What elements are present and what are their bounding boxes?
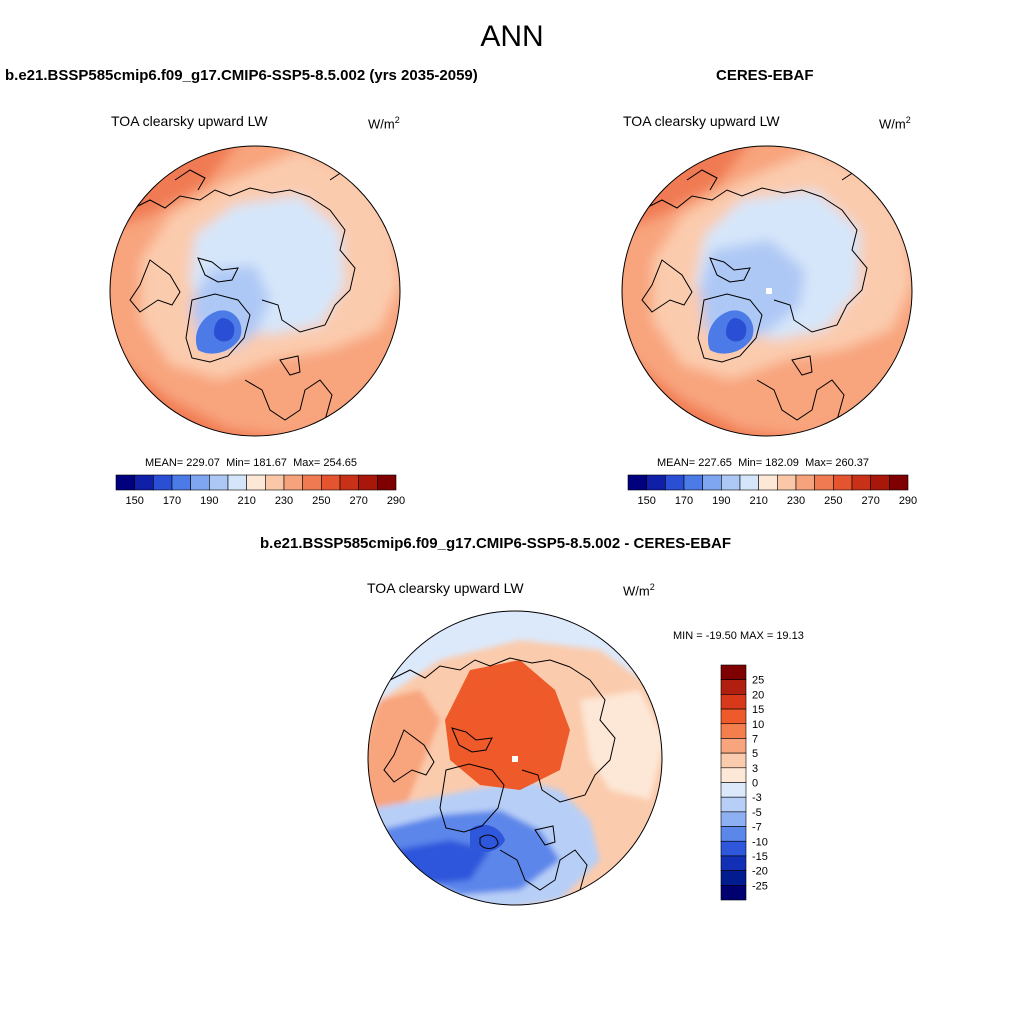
cbar1-tick-label: 210 <box>237 495 255 507</box>
cbar2-swatch <box>627 474 647 491</box>
colorbar-difference: 25 20 15 10 7 5 3 0 -3 -5 -7 -10 -15 -20 -25 <box>720 664 768 901</box>
cbar3-tick-label: -25 <box>752 880 768 892</box>
cbar2-swatch <box>702 474 722 491</box>
cbar2-swatch <box>721 474 741 491</box>
panel2-title: CERES-EBAF <box>716 67 814 84</box>
cbar1-swatch <box>339 474 359 491</box>
cbar1-swatch <box>153 474 173 491</box>
cbar3-tick-label: -5 <box>752 807 762 819</box>
cbar2-tick-label: 250 <box>824 495 842 507</box>
cbar3-tick-label: 15 <box>752 704 764 716</box>
cbar2-swatch <box>795 474 815 491</box>
cbar1-swatch <box>134 474 154 491</box>
cbar3-swatch <box>720 811 747 827</box>
cbar3-tick-label: -3 <box>752 792 762 804</box>
cbar3-swatch <box>720 855 747 871</box>
cbar3-swatch <box>720 767 747 783</box>
panel1-stats: MEAN= 229.07 Min= 181.67 Max= 254.65 <box>145 457 357 469</box>
cbar2-tick-label: 190 <box>712 495 730 507</box>
cbar1-tick-label: 270 <box>349 495 367 507</box>
cbar2-swatch <box>851 474 871 491</box>
cbar2-swatch <box>814 474 834 491</box>
cbar1-tick-label: 230 <box>275 495 293 507</box>
cbar1-swatch <box>377 474 397 491</box>
cbar3-swatch <box>720 664 747 680</box>
cbar2-swatch <box>646 474 666 491</box>
cbar3-swatch <box>720 870 747 886</box>
cbar3-tick-label: 7 <box>752 733 758 745</box>
panel3-variable: TOA clearsky upward LW <box>367 580 524 596</box>
cbar1-tick-label: 290 <box>387 495 405 507</box>
cbar2-swatch <box>758 474 778 491</box>
cbar1-swatch <box>115 474 135 491</box>
cbar3-tick-label: -15 <box>752 851 768 863</box>
cbar3-tick-label: 10 <box>752 719 764 731</box>
cbar3-swatch <box>720 840 747 857</box>
cbar2-swatch <box>683 474 703 491</box>
cbar3-swatch <box>720 826 747 842</box>
cbar1-swatch <box>171 474 191 491</box>
cbar2-swatch <box>870 474 890 491</box>
colorbar-ceres: 150 170 190 210 230 250 270 290 <box>627 474 917 507</box>
cbar3-tick-label: 3 <box>752 763 758 775</box>
panel2-stats: MEAN= 227.65 Min= 182.09 Max= 260.37 <box>657 457 869 469</box>
cbar2-tick-label: 170 <box>675 495 693 507</box>
cbar3-swatch <box>720 796 747 813</box>
cbar2-tick-label: 290 <box>899 495 917 507</box>
panel1-variable: TOA clearsky upward LW <box>111 113 268 129</box>
cbar3-swatch <box>720 885 747 901</box>
panel3-stats: MIN = -19.50 MAX = 19.13 <box>673 630 804 642</box>
cbar1-swatch <box>209 474 229 491</box>
panel2-variable: TOA clearsky upward LW <box>623 113 780 129</box>
cbar1-swatch <box>321 474 341 491</box>
cbar3-tick-label: 0 <box>752 778 758 790</box>
colorbar-model: 150 170 190 210 230 250 270 290 <box>115 474 405 507</box>
cbar2-swatch <box>739 474 759 491</box>
panel3-title: b.e21.BSSP585cmip6.f09_g17.CMIP6-SSP5-8.… <box>260 535 732 552</box>
panel1-title: b.e21.BSSP585cmip6.f09_g17.CMIP6-SSP5-8.… <box>5 67 478 84</box>
panel3-units: W/m2 <box>623 582 655 599</box>
cbar1-swatch <box>190 474 210 491</box>
map-model <box>110 146 400 436</box>
cbar1-swatch <box>283 474 303 491</box>
cbar3-tick-label: -10 <box>752 836 768 848</box>
cbar1-tick-label: 170 <box>163 495 181 507</box>
cbar1-swatch <box>227 474 247 491</box>
cbar2-tick-label: 270 <box>861 495 879 507</box>
cbar1-tick-label: 250 <box>312 495 330 507</box>
cbar3-swatch <box>720 738 747 754</box>
cbar2-tick-label: 230 <box>787 495 805 507</box>
panel2-units: W/m2 <box>879 115 911 132</box>
cbar2-swatch <box>777 474 797 491</box>
cbar3-tick-label: 20 <box>752 689 764 701</box>
cbar3-swatch <box>720 752 747 769</box>
cbar3-swatch <box>720 694 747 710</box>
cbar3-swatch <box>720 723 747 739</box>
cbar1-swatch <box>265 474 285 491</box>
cbar3-tick-label: -20 <box>752 866 768 878</box>
cbar2-tick-label: 150 <box>637 495 655 507</box>
cbar1-swatch <box>358 474 378 491</box>
panel1-units: W/m2 <box>368 115 400 132</box>
cbar2-tick-label: 210 <box>749 495 767 507</box>
cbar3-swatch <box>720 679 747 695</box>
cbar3-tick-label: -7 <box>752 822 762 834</box>
cbar1-swatch <box>302 474 322 491</box>
cbar2-swatch <box>833 474 853 491</box>
page-title: ANN <box>480 20 544 53</box>
cbar3-swatch <box>720 782 747 798</box>
cbar1-swatch <box>246 474 266 491</box>
cbar1-tick-label: 150 <box>125 495 143 507</box>
cbar3-swatch <box>720 708 747 725</box>
cbar2-swatch <box>889 474 909 491</box>
map-ceres <box>622 146 912 436</box>
cbar2-swatch <box>665 474 685 491</box>
cbar3-tick-label: 5 <box>752 748 758 760</box>
cbar1-tick-label: 190 <box>200 495 218 507</box>
map-difference <box>368 611 662 905</box>
cbar3-tick-label: 25 <box>752 675 764 687</box>
